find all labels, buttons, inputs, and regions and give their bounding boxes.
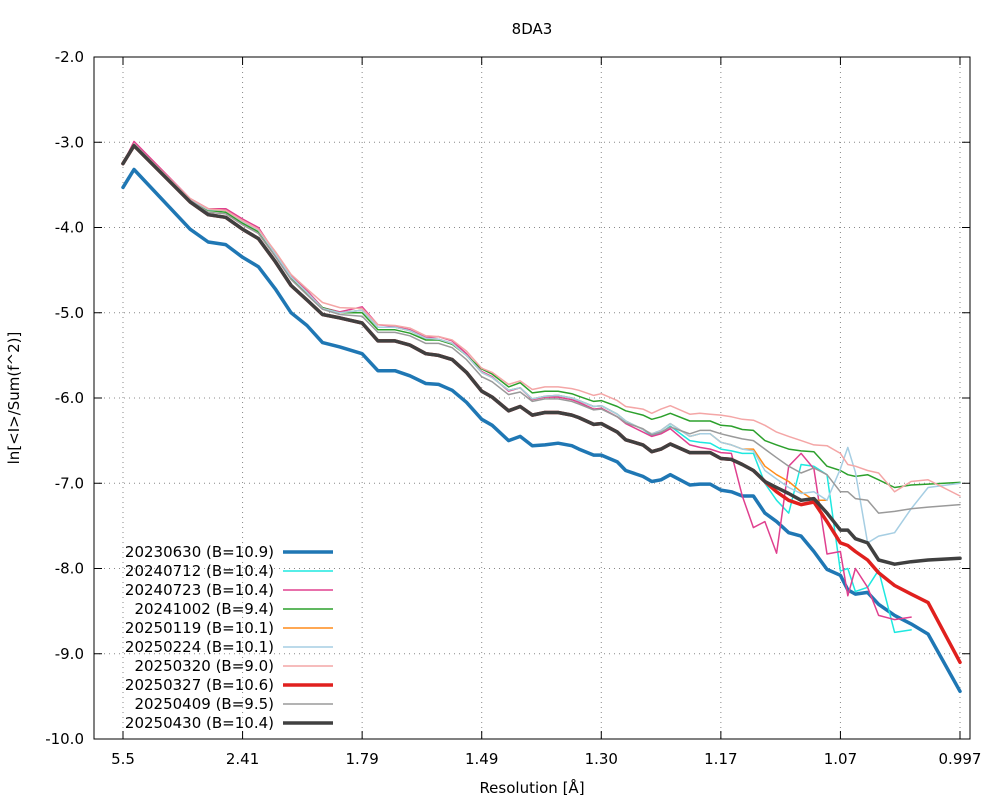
- legend-label: 20240712 (B=10.4): [125, 562, 274, 580]
- legend: 20230630 (B=10.9)20240712 (B=10.4)202407…: [125, 543, 333, 732]
- y-axis-label: ln[<I>/Sum(f^2)]: [5, 332, 23, 465]
- x-tick-label: 1.17: [704, 750, 737, 768]
- legend-label: 20230630 (B=10.9): [125, 543, 274, 561]
- y-tick-label: -2.0: [55, 48, 84, 66]
- series-line-6: [122, 143, 961, 544]
- legend-label: 20250430 (B=10.4): [125, 714, 274, 732]
- y-tick-label: -8.0: [55, 560, 84, 578]
- x-tick-label: 5.5: [111, 750, 135, 768]
- x-tick-label: 1.30: [585, 750, 618, 768]
- y-tick-label: -3.0: [55, 133, 84, 151]
- x-tick-label: 1.07: [824, 750, 857, 768]
- y-tick-label: -10.0: [45, 730, 84, 748]
- series-line-7: [122, 143, 961, 497]
- series-line-9: [122, 143, 961, 514]
- y-tick-label: -4.0: [55, 219, 84, 237]
- series-line-5: [122, 143, 828, 502]
- legend-label: 20241002 (B=9.4): [134, 600, 274, 618]
- ticks-layer: 5.5 2.41 1.79 1.49 1.30 1.17 1.07 0.997 -2.0 -3.0…: [45, 48, 981, 768]
- series-line-1: [121, 167, 962, 694]
- x-tick-label: 1.49: [465, 750, 498, 768]
- y-tick-label: -7.0: [55, 474, 84, 492]
- legend-label: 20250119 (B=10.1): [125, 619, 274, 637]
- chart-title: 8DA3: [512, 20, 553, 38]
- y-tick-label: -6.0: [55, 389, 84, 407]
- legend-label: 20250327 (B=10.6): [125, 676, 274, 694]
- legend-label: 20250409 (B=9.5): [134, 695, 274, 713]
- legend-label: 20240723 (B=10.4): [125, 581, 274, 599]
- x-axis-label: Resolution [Å]: [479, 778, 584, 797]
- series-layer: [121, 140, 962, 694]
- series-line-4: [122, 143, 961, 489]
- x-tick-label: 0.997: [939, 750, 982, 768]
- series-line-10: [121, 143, 962, 566]
- y-tick-label: -5.0: [55, 304, 84, 322]
- plot-frame: [93, 56, 971, 740]
- y-tick-label: -9.0: [55, 645, 84, 663]
- legend-label: 20250224 (B=10.1): [125, 638, 274, 656]
- x-tick-label: 1.79: [345, 750, 378, 768]
- legend-label: 20250320 (B=9.0): [134, 657, 274, 675]
- x-tick-label: 2.41: [226, 750, 259, 768]
- series-line-3: [122, 140, 912, 621]
